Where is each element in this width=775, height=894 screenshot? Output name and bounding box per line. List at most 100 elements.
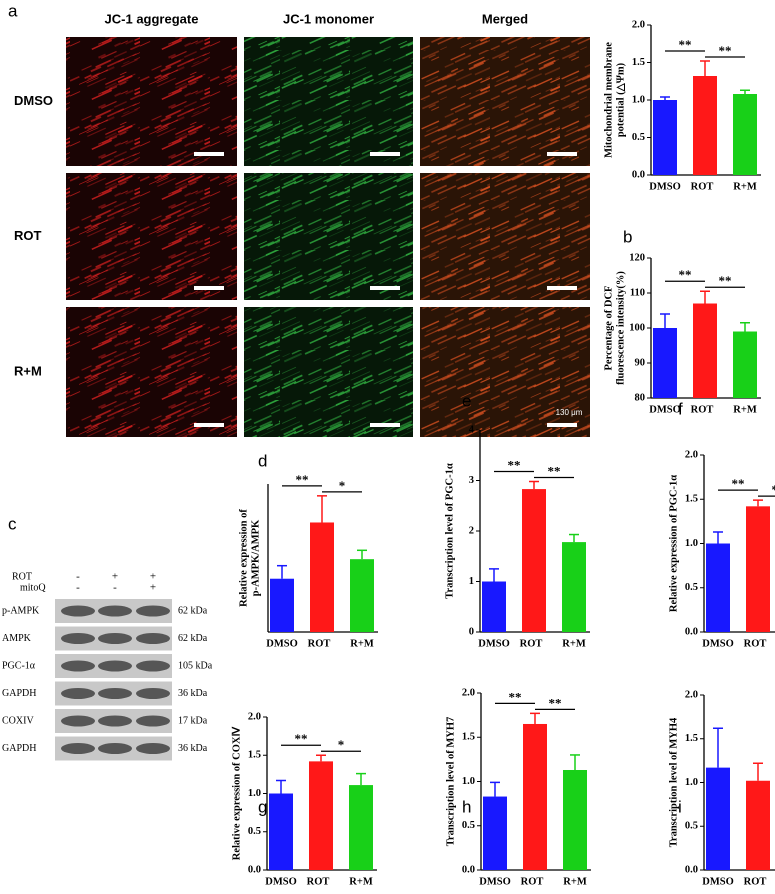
treatment-sign: - [76, 582, 80, 594]
blot-band [98, 715, 132, 727]
micrograph [420, 37, 590, 166]
bar [310, 522, 334, 632]
y-tick-label: 3 [469, 475, 474, 486]
blot-band [98, 633, 132, 644]
y-axis-label: Relative expression of COXⅣ [230, 725, 242, 860]
x-tick-label: ROT [521, 876, 544, 887]
bar [693, 303, 717, 398]
panel-label: c [8, 514, 17, 533]
y-tick-label: 2.0 [685, 449, 698, 460]
bar [350, 559, 374, 632]
bar [746, 780, 770, 870]
band-size: 36 kDa [178, 743, 208, 754]
treatment-sign: + [150, 582, 156, 594]
band-size: 36 kDa [178, 688, 208, 699]
treatment-sign: - [76, 571, 80, 583]
x-tick-label: DMSO [479, 876, 511, 887]
blot-band [136, 660, 170, 672]
scale-bar [194, 423, 224, 427]
row-label: R+M [14, 363, 42, 378]
y-tick-label: 0.5 [685, 821, 698, 832]
y-axis-label: Transcription level of MYH4 [668, 717, 679, 847]
significance-label: ** [295, 731, 308, 746]
scale-bar [194, 152, 224, 156]
y-tick-label: 0.0 [462, 864, 475, 875]
scale-bar [370, 286, 400, 290]
significance-label: ** [508, 457, 521, 472]
band-name: GAPDH [2, 688, 36, 699]
bar [562, 542, 586, 632]
y-tick-label: 0.0 [248, 864, 261, 875]
micrograph [420, 173, 590, 300]
y-tick-label: 1.0 [685, 538, 698, 549]
micrograph [66, 37, 237, 166]
bar [733, 331, 757, 398]
y-tick-label: 0.0 [632, 169, 645, 180]
x-tick-label: ROT [744, 876, 767, 887]
y-tick-label: 4 [469, 424, 475, 435]
y-tick-label: 1.5 [248, 750, 261, 761]
significance-label: ** [719, 43, 732, 58]
treatment-sign: + [150, 571, 156, 583]
y-axis-label: Percentage of DCF [603, 286, 614, 371]
blot-band [61, 633, 95, 644]
x-tick-label: R+M [349, 876, 373, 887]
y-tick-label: 110 [630, 287, 645, 298]
micrograph [244, 307, 413, 437]
treatment-sign: + [112, 571, 118, 583]
blot-band [136, 605, 170, 617]
x-tick-label: ROT [307, 876, 330, 887]
micrograph [244, 173, 413, 300]
panel-label: a [8, 1, 18, 20]
scale-bar [370, 152, 400, 156]
micrograph [66, 173, 237, 300]
x-tick-label: DMSO [649, 181, 681, 192]
micrograph [420, 307, 590, 437]
y-axis-label: Relative expression of [238, 509, 249, 607]
y-tick-label: 1.0 [462, 776, 475, 787]
column-header: JC-1 monomer [283, 11, 374, 26]
x-tick-label: DMSO [266, 638, 298, 649]
significance-label: ** [509, 689, 522, 704]
treatment-sign: - [113, 582, 117, 594]
bar [483, 796, 507, 870]
x-tick-label: DMSO [649, 404, 681, 415]
blot-band [61, 715, 95, 727]
blot-band [136, 633, 170, 644]
band-size: 62 kDa [178, 633, 208, 644]
y-axis-label: Transcription level of PGC-1α [444, 463, 455, 599]
x-tick-label: R+M [563, 876, 587, 887]
y-tick-label: 1.5 [632, 57, 645, 68]
y-tick-label: 2.0 [632, 19, 645, 30]
y-tick-label: 100 [629, 322, 645, 333]
bar [522, 489, 546, 632]
column-header: JC-1 aggregate [105, 11, 199, 26]
panel-label: d [258, 451, 267, 470]
x-tick-label: DMSO [265, 876, 297, 887]
band-name: p-AMPK [2, 605, 40, 616]
y-tick-label: 0.0 [685, 626, 698, 637]
x-tick-label: DMSO [702, 876, 734, 887]
significance-label: ** [679, 37, 692, 52]
treatment-label: ROT [12, 571, 32, 582]
blot-band [61, 605, 95, 617]
bar [482, 581, 506, 632]
x-tick-label: ROT [691, 404, 714, 415]
bar [733, 94, 757, 175]
x-tick-label: DMSO [702, 638, 734, 649]
y-tick-label: 0.5 [685, 582, 698, 593]
scale-bar [547, 286, 577, 290]
bar [706, 543, 730, 632]
bar [563, 769, 587, 870]
x-tick-label: R+M [562, 638, 586, 649]
blot-band [136, 715, 170, 727]
band-name: COXIV [2, 715, 34, 726]
bar [309, 761, 333, 870]
x-tick-label: ROT [744, 638, 767, 649]
x-tick-label: R+M [733, 404, 757, 415]
y-axis-label: p-AMPK/AMPK [250, 519, 261, 596]
blot-band [98, 660, 132, 672]
y-tick-label: 1 [469, 576, 474, 587]
treatment-label: mitoQ [20, 582, 46, 593]
